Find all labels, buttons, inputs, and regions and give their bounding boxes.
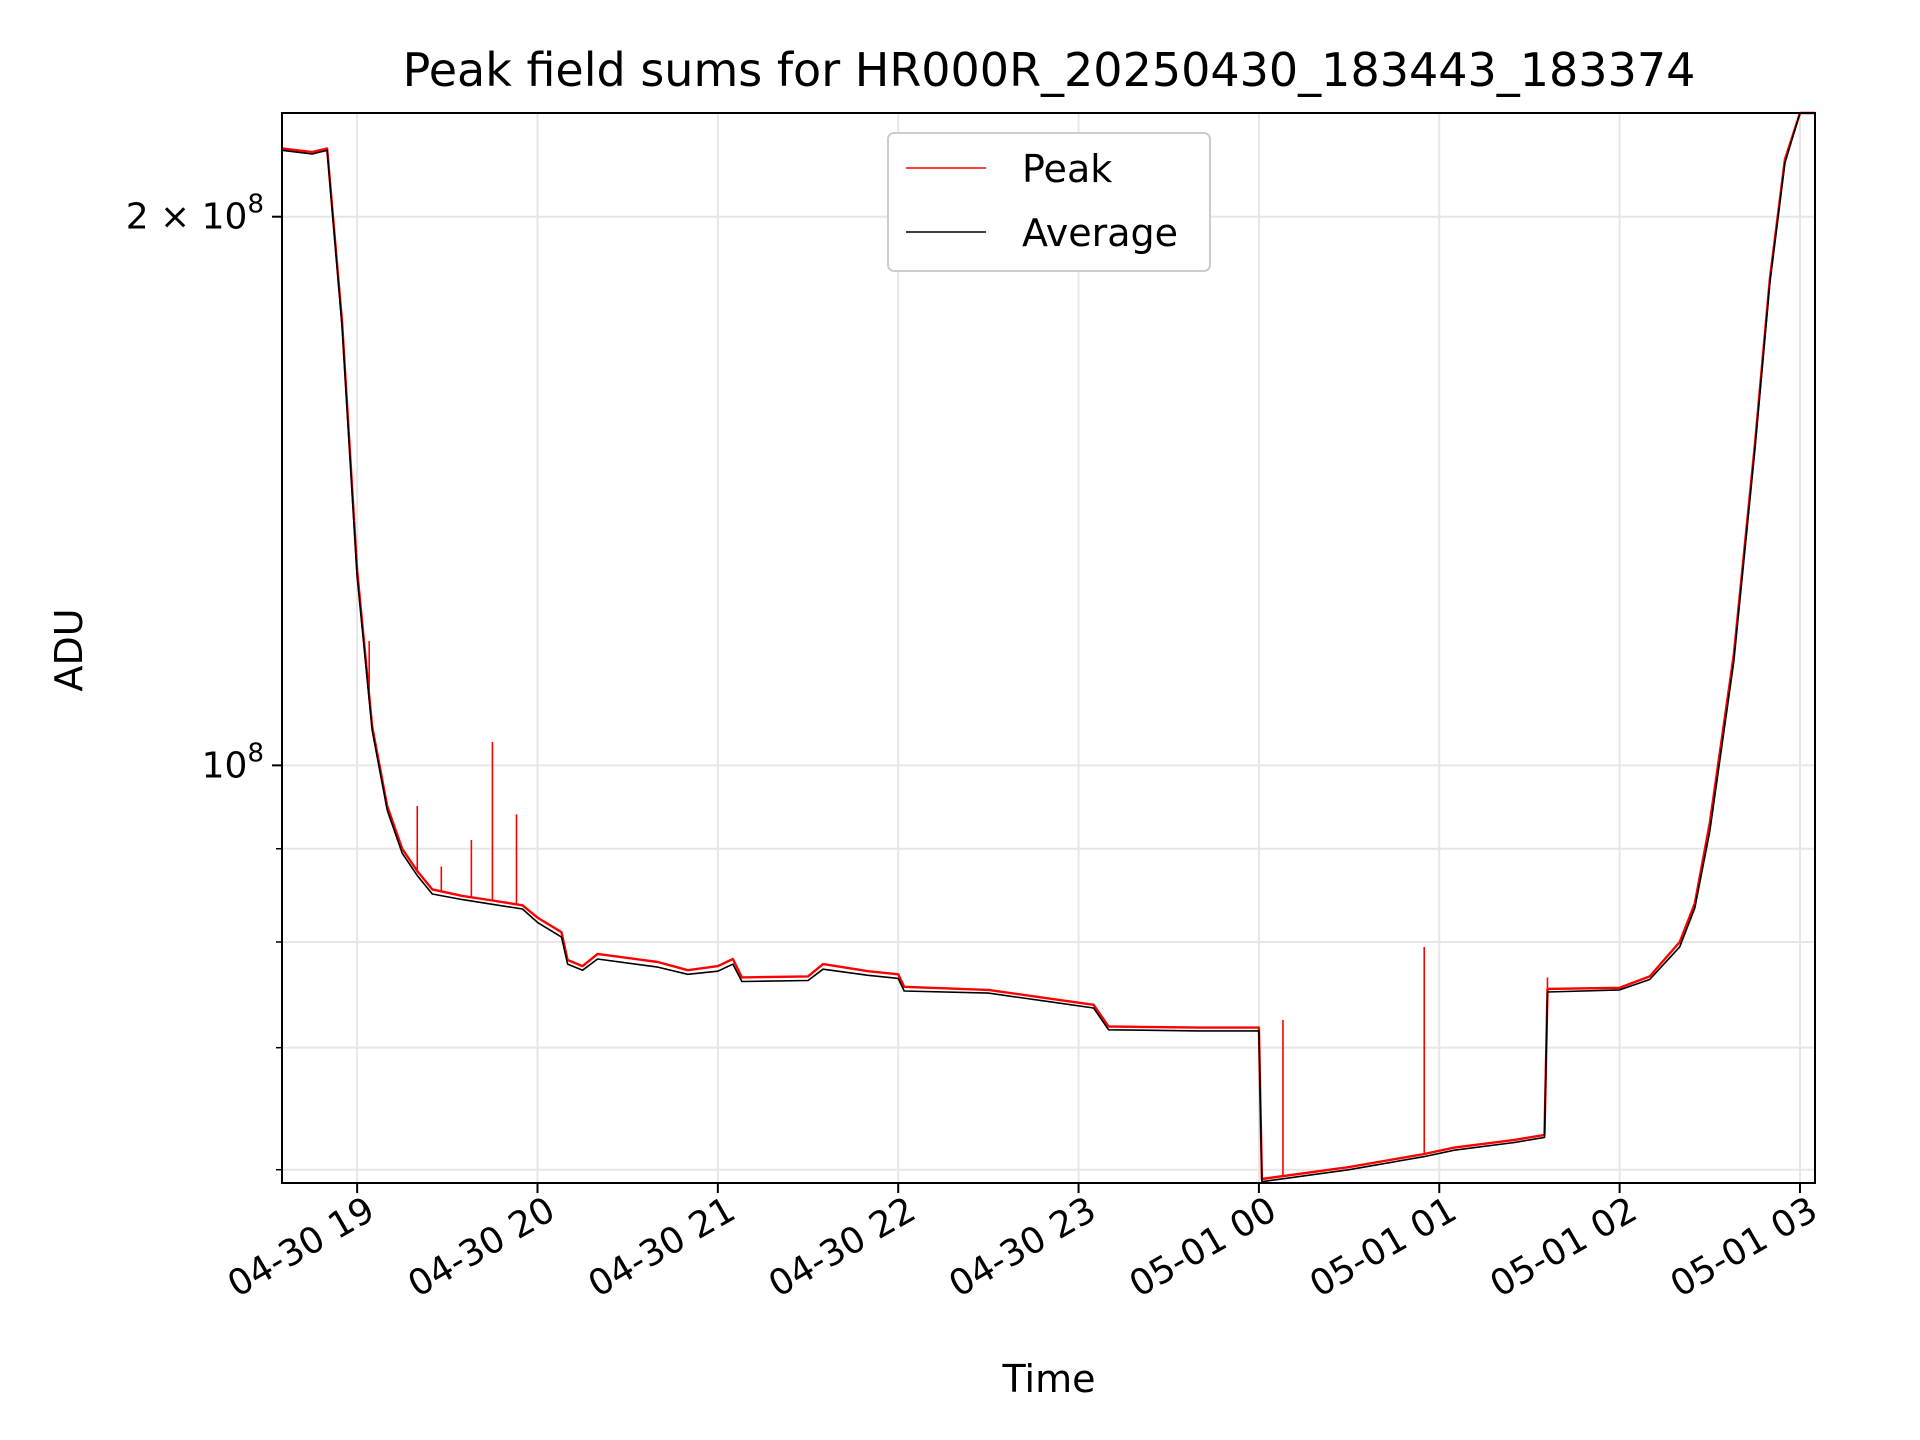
chart-title: Peak field sums for HR000R_20250430_1834… [403,43,1696,97]
series-line-peak [281,111,1815,1181]
y-tick-label: 108 [202,738,264,786]
legend-label-peak: Peak [1022,147,1112,191]
series-line-average [281,112,1815,1183]
series-layer [281,111,1815,1183]
legend-label-average: Average [1022,211,1178,255]
y-tick-label: 2 × 108 [126,190,264,238]
y-axis-label: ADU [47,608,91,691]
x-axis-label: Time [1002,1357,1096,1401]
legend: Peak Average [887,132,1211,272]
plot-frame [281,112,1816,1184]
